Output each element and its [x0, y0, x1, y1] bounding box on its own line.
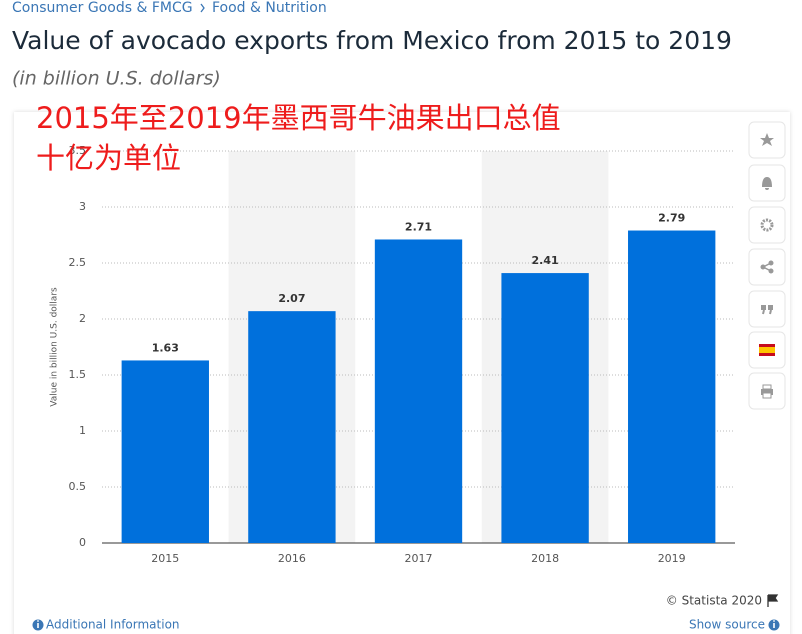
y-tick-label: 2.5 — [69, 256, 87, 269]
bar — [501, 273, 589, 543]
y-axis-label: Value in billion U.S. dollars — [50, 287, 60, 407]
print-button[interactable] — [748, 372, 786, 410]
overlay-text: 十亿为单位 — [36, 141, 181, 175]
copyright: © Statista 2020 — [666, 594, 762, 608]
y-tick-label: 1.5 — [69, 368, 87, 381]
bar — [374, 239, 463, 544]
y-tick-label: 3 — [79, 200, 86, 213]
language-button[interactable] — [748, 331, 786, 369]
bar — [628, 230, 716, 543]
settings-button[interactable] — [748, 206, 786, 244]
data-label: 2.71 — [405, 220, 432, 233]
alert-button[interactable] — [748, 164, 786, 202]
report-flag-icon[interactable] — [767, 594, 779, 607]
breadcrumb: Consumer Goods & FMCG Food & Nutrition — [12, 0, 327, 16]
breadcrumb-separator — [200, 3, 205, 13]
x-tick-label: 2018 — [531, 552, 559, 565]
data-label: 1.63 — [152, 341, 179, 354]
plot-area: 0 0.5 1 1.5 2 2.5 3 3.5 Value in billion U.S. do… — [50, 144, 735, 565]
data-label: 2.07 — [278, 292, 305, 305]
toolbar — [748, 121, 786, 410]
x-tick-label: 2015 — [151, 552, 179, 565]
page-subtitle: (in billion U.S. dollars) — [12, 68, 221, 90]
link-text[interactable]: Additional Information — [46, 618, 180, 632]
data-label: 2.79 — [658, 212, 685, 225]
x-tick-label: 2017 — [405, 552, 433, 565]
data-label: 2.41 — [532, 254, 559, 267]
y-tick-label: 2 — [79, 312, 86, 325]
y-tick-label: 1 — [79, 424, 86, 437]
y-tick-label: 3.5 — [69, 144, 87, 157]
y-tick-label: 0 — [79, 536, 86, 549]
cite-button[interactable] — [748, 290, 786, 328]
show-source-link[interactable]: Show source — [689, 618, 780, 632]
x-tick-label: 2016 — [278, 552, 306, 565]
bar — [248, 311, 336, 543]
breadcrumb-link[interactable]: Food & Nutrition — [212, 0, 327, 16]
share-button[interactable] — [748, 248, 786, 286]
y-tick-label: 0.5 — [69, 480, 87, 493]
link-text[interactable]: Show source — [689, 618, 765, 632]
overlay-text: 2015年至2019年墨西哥牛油果出口总值 — [36, 101, 561, 135]
page-title: Value of avocado exports from Mexico fro… — [12, 26, 732, 55]
bar — [121, 360, 209, 543]
favorite-button[interactable] — [748, 121, 786, 159]
x-tick-label: 2019 — [658, 552, 686, 565]
breadcrumb-link[interactable]: Consumer Goods & FMCG — [12, 0, 193, 16]
additional-info-link[interactable]: Additional Information — [32, 618, 180, 632]
